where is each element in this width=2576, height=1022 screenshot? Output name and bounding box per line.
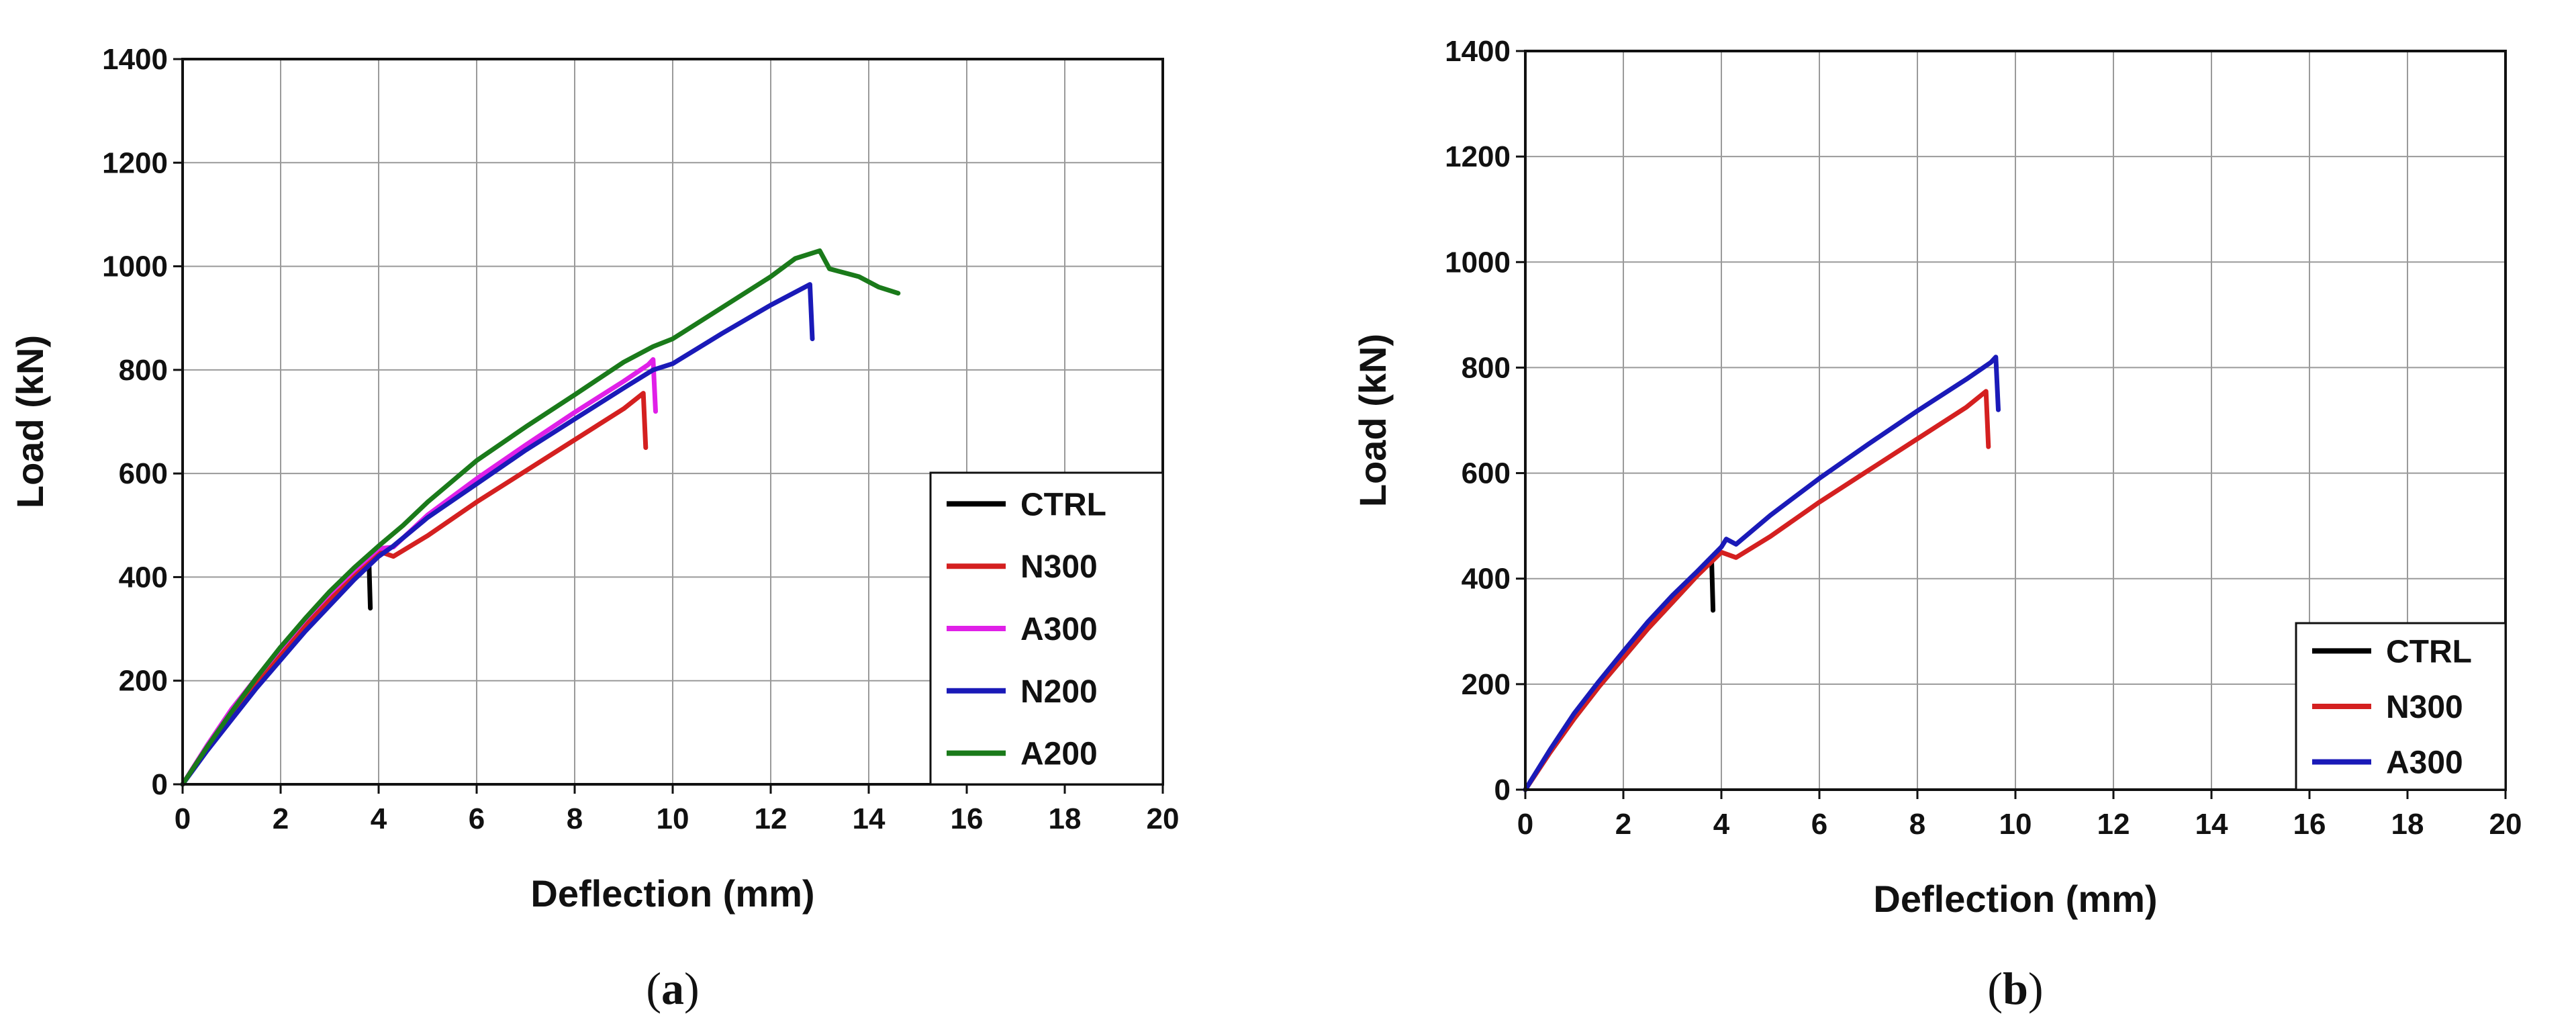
chart-a-xtick-label: 14 bbox=[853, 802, 886, 835]
chart-b-xtick-label: 20 bbox=[2489, 808, 2522, 841]
chart-a-series-a200 bbox=[180, 248, 901, 787]
chart-b-legend-label-a300: A300 bbox=[2386, 745, 2463, 781]
chart-a-panel-label-open: ( bbox=[646, 963, 661, 1014]
chart-b-xtick-label: 18 bbox=[2391, 808, 2424, 841]
chart-b-xtick-label: 0 bbox=[1517, 808, 1533, 841]
chart-b-ytick-label: 600 bbox=[1462, 457, 1511, 490]
chart-a-ytick-label: 600 bbox=[119, 457, 168, 490]
chart-a-xtick-label: 2 bbox=[273, 802, 289, 835]
chart-a-xtick-label: 16 bbox=[951, 802, 984, 835]
chart-a-xtick-label: 6 bbox=[469, 802, 485, 835]
chart-b-series-n300 bbox=[1523, 389, 1991, 792]
chart-b-xtick-label: 8 bbox=[1909, 808, 1925, 841]
chart-b-ytick-label: 1000 bbox=[1445, 246, 1511, 279]
chart-a-xtick-label: 8 bbox=[567, 802, 583, 835]
chart-a-ytick-label: 200 bbox=[119, 665, 168, 698]
chart-a-ytick-label: 0 bbox=[152, 768, 168, 801]
chart-b-xtick-label: 6 bbox=[1811, 808, 1827, 841]
chart-a-xtick-label: 0 bbox=[175, 802, 191, 835]
chart-b-ytick-label: 1200 bbox=[1445, 140, 1511, 173]
chart-b-ytick-label: 200 bbox=[1462, 668, 1511, 701]
chart-a-ytick-label: 1200 bbox=[102, 146, 168, 179]
chart-b-xtick-label: 16 bbox=[2293, 808, 2326, 841]
chart-b-ytick-label: 0 bbox=[1494, 774, 1511, 806]
chart-a-xtick-label: 18 bbox=[1049, 802, 1082, 835]
chart-a-legend-label-ctrl: CTRL bbox=[1020, 487, 1106, 522]
chart-b-panel-label-letter: b bbox=[2003, 963, 2028, 1014]
chart-a-legend-label-a300: A300 bbox=[1020, 612, 1098, 647]
chart-a-panel-label: (a) bbox=[646, 963, 699, 1014]
chart-b-ylabel: Load (kN) bbox=[1351, 334, 1394, 507]
chart-b-legend-label-n300: N300 bbox=[2386, 690, 2463, 725]
chart-b-panel-label-close: ) bbox=[2028, 963, 2044, 1014]
chart-b-ytick-label: 800 bbox=[1462, 351, 1511, 384]
chart-a-xtick-label: 10 bbox=[657, 802, 689, 835]
chart-b-ytick-label: 1400 bbox=[1445, 35, 1511, 68]
chart-a-ytick-label: 400 bbox=[119, 561, 168, 594]
chart-b-xtick-label: 10 bbox=[1999, 808, 2032, 841]
chart-a-ytick-label: 800 bbox=[119, 354, 168, 387]
chart-a-panel-label-letter: a bbox=[661, 963, 684, 1014]
chart-a-series-n200 bbox=[180, 282, 815, 787]
chart-a-panel-label-close: ) bbox=[684, 963, 700, 1014]
chart-b-xtick-label: 4 bbox=[1713, 808, 1730, 841]
chart-a-ytick-label: 1400 bbox=[102, 43, 168, 76]
chart-panel-a: 0 2 4 6 8 10 12 14 16 18 2002004006008001000120014… bbox=[9, 43, 1180, 1014]
chart-b-xtick-label: 14 bbox=[2195, 808, 2228, 841]
chart-panel-b: 0 2 4 6 8 10 12 14 16 18 2002004006008001000120014… bbox=[1351, 35, 2522, 1014]
chart-b-xlabel: Deflection (mm) bbox=[1873, 878, 2157, 920]
chart-a-ylabel: Load (kN) bbox=[9, 335, 51, 508]
chart-b-panel-label-open: ( bbox=[1987, 963, 2003, 1014]
chart-b-ytick-label: 400 bbox=[1462, 563, 1511, 596]
chart-b-series-a300 bbox=[1523, 355, 2001, 792]
chart-a-xtick-label: 12 bbox=[755, 802, 788, 835]
chart-a-xlabel: Deflection (mm) bbox=[530, 872, 814, 915]
chart-a-legend-label-n200: N200 bbox=[1020, 674, 1098, 710]
chart-a-xtick-label: 4 bbox=[371, 802, 387, 835]
chart-b-xtick-label: 12 bbox=[2097, 808, 2130, 841]
chart-b-xtick-label: 2 bbox=[1615, 808, 1631, 841]
chart-b-panel-label: (b) bbox=[1987, 963, 2043, 1014]
chart-a-xtick-label: 20 bbox=[1147, 802, 1180, 835]
chart-b-legend-label-ctrl: CTRL bbox=[2386, 634, 2472, 669]
chart-a-legend-label-a200: A200 bbox=[1020, 737, 1098, 772]
chart-a-legend-label-n300: N300 bbox=[1020, 549, 1098, 585]
chart-a-ytick-label: 1000 bbox=[102, 250, 168, 283]
